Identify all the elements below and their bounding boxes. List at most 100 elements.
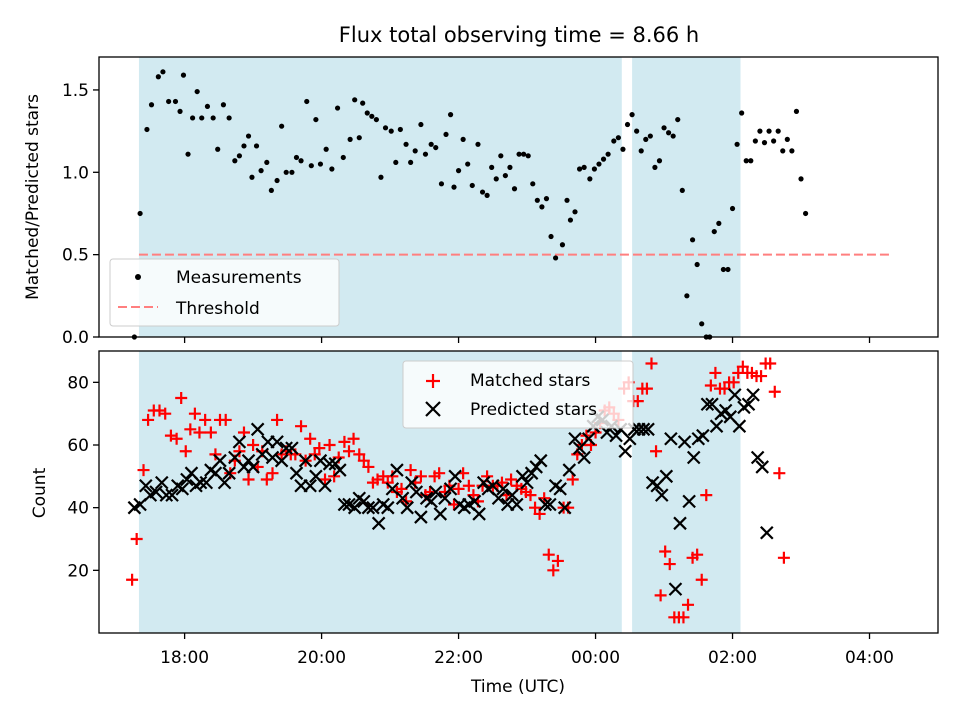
matched-star-marker xyxy=(184,423,197,436)
matched-star-marker xyxy=(304,432,317,445)
predicted-star-marker xyxy=(175,482,190,496)
predicted-star-marker xyxy=(709,419,724,433)
predicted-star-marker xyxy=(255,447,270,462)
predicted-star-marker xyxy=(476,475,491,490)
measurement-point xyxy=(716,220,722,226)
bottom-y-ticks: 20 40 60 80 xyxy=(67,373,99,581)
predicted-star-marker xyxy=(515,469,530,484)
predicted-star-marker xyxy=(609,428,623,443)
legend-marker-predicted xyxy=(425,401,441,417)
predicted-star-marker xyxy=(696,428,710,443)
matched-star-marker xyxy=(209,448,222,461)
matched-star-marker xyxy=(247,439,260,451)
matched-star-marker xyxy=(551,554,564,567)
matched-star-marker xyxy=(433,467,446,480)
measurement-point xyxy=(600,156,607,162)
measurement-point xyxy=(507,164,513,170)
predicted-star-marker xyxy=(677,435,692,449)
predicted-star-marker xyxy=(700,397,715,412)
measurement-point xyxy=(334,105,341,111)
measurement-point xyxy=(226,115,232,121)
measurement-point xyxy=(775,128,781,134)
predicted-star-marker xyxy=(265,450,280,465)
measurement-point xyxy=(484,192,490,198)
predicted-star-marker xyxy=(279,441,293,455)
matched-star-marker xyxy=(764,357,777,370)
matched-star-marker xyxy=(347,432,360,445)
measurement-point xyxy=(308,163,314,169)
measurement-point xyxy=(652,164,658,170)
predicted-star-marker xyxy=(581,431,596,446)
y-tick-label: 1.5 xyxy=(62,81,89,101)
predicted-star-marker xyxy=(529,460,543,474)
predicted-star-marker xyxy=(270,435,284,449)
measurement-point xyxy=(393,159,399,166)
predicted-star-marker xyxy=(347,500,362,515)
measurement-point xyxy=(274,177,280,184)
matched-star-marker xyxy=(505,473,518,486)
predicted-star-marker xyxy=(682,494,696,509)
measurement-point xyxy=(313,116,319,123)
measurement-point xyxy=(567,217,574,223)
measurement-point xyxy=(596,161,602,167)
measurement-point xyxy=(591,166,598,172)
measurement-point xyxy=(539,204,545,210)
predicted-star-marker xyxy=(718,403,733,418)
predicted-star-marker xyxy=(741,397,756,412)
measurement-point xyxy=(369,113,375,119)
y-tick-label: 40 xyxy=(67,499,89,519)
measurement-point xyxy=(530,181,536,187)
measurement-point xyxy=(748,158,754,164)
predicted-star-marker xyxy=(159,488,174,502)
matched-star-marker xyxy=(524,489,537,502)
predicted-star-marker xyxy=(149,485,163,499)
measurement-point xyxy=(521,151,527,157)
measurement-point xyxy=(455,168,462,174)
measurement-point xyxy=(360,100,366,106)
measurement-point xyxy=(388,128,394,134)
x-tick-label: 20:00 xyxy=(297,648,346,668)
measurement-point xyxy=(148,102,155,108)
measurement-point xyxy=(356,135,362,141)
measurement-point xyxy=(469,182,475,189)
predicted-star-marker xyxy=(732,419,747,433)
measurement-point xyxy=(352,97,358,103)
predicted-star-marker xyxy=(438,491,452,506)
measurement-point xyxy=(548,233,554,240)
predicted-star-marker xyxy=(139,478,153,493)
measurement-point xyxy=(460,136,466,142)
measurement-point xyxy=(403,141,409,147)
measurement-point xyxy=(249,174,255,180)
measurement-point xyxy=(572,209,578,215)
measurement-point xyxy=(232,158,238,164)
matched-star-marker xyxy=(323,439,336,451)
matched-star-marker xyxy=(736,360,749,373)
matched-star-marker xyxy=(130,533,143,545)
measurement-point xyxy=(511,186,518,192)
predicted-star-marker xyxy=(366,500,380,515)
measurement-point xyxy=(802,210,809,217)
matched-star-marker xyxy=(773,467,786,480)
predicted-star-marker xyxy=(390,463,404,477)
predicted-star-marker xyxy=(557,500,572,515)
measurement-point xyxy=(264,159,270,166)
legend-marker-matched xyxy=(426,374,440,388)
predicted-star-marker xyxy=(337,497,352,512)
measurement-point xyxy=(670,133,676,139)
predicted-star-marker xyxy=(486,478,500,493)
measurement-point xyxy=(757,128,763,134)
matched-star-marker xyxy=(404,464,417,477)
matched-star-marker xyxy=(313,442,326,455)
measurement-point xyxy=(761,140,768,146)
measurement-point xyxy=(766,128,772,134)
measurement-point xyxy=(784,136,790,142)
matched-star-marker xyxy=(142,413,155,426)
top-panel: 0.0 0.5 1.0 1.5 Matched/Predicted stars Mea… xyxy=(23,56,939,348)
predicted-star-marker xyxy=(520,475,534,490)
matched-star-marker xyxy=(727,376,740,389)
predicted-star-markers xyxy=(127,388,774,596)
matched-star-marker xyxy=(677,611,690,624)
predicted-star-marker xyxy=(686,450,701,465)
matched-star-marker xyxy=(645,357,658,370)
predicted-star-marker xyxy=(328,457,343,471)
